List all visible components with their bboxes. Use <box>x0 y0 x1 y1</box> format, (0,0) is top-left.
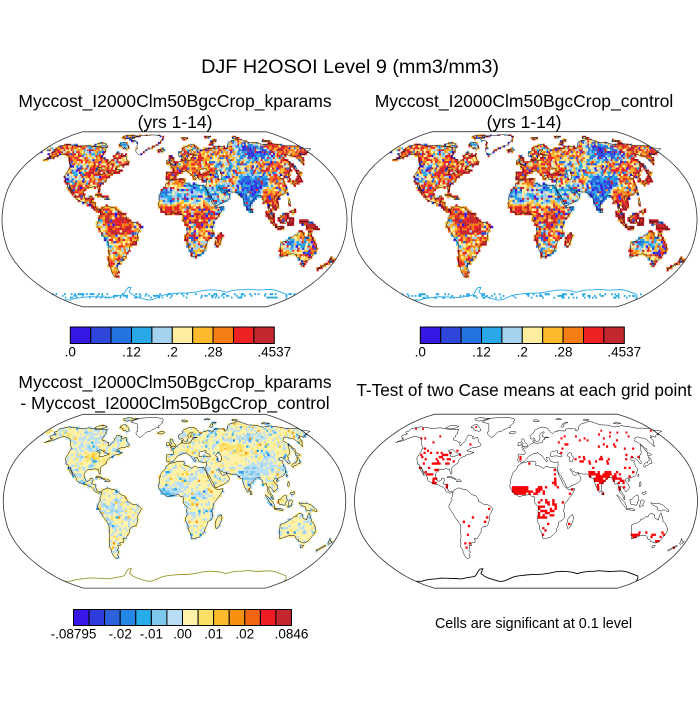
svg-text:- Myccost_I2000Clm50BgcCrop_co: - Myccost_I2000Clm50BgcCrop_control <box>20 393 329 414</box>
svg-text:(yrs 1-14): (yrs 1-14) <box>138 112 213 132</box>
svg-text:.02: .02 <box>235 627 254 642</box>
svg-text:.0: .0 <box>415 345 426 360</box>
svg-text:-.08795: -.08795 <box>51 627 97 642</box>
svg-text:.4537: .4537 <box>607 345 641 360</box>
svg-text:-.01: -.01 <box>140 627 163 642</box>
svg-text:Cells are significant at 0.1 l: Cells are significant at 0.1 level <box>435 616 632 632</box>
svg-text:.00: .00 <box>173 627 192 642</box>
svg-text:Myccost_I2000Clm50BgcCrop_kpar: Myccost_I2000Clm50BgcCrop_kparams <box>18 91 331 112</box>
svg-text:.4537: .4537 <box>257 345 291 360</box>
svg-text:.01: .01 <box>204 627 223 642</box>
svg-text:Myccost_I2000Clm50BgcCrop_kpar: Myccost_I2000Clm50BgcCrop_kparams <box>18 372 331 393</box>
svg-text:.2: .2 <box>167 345 178 360</box>
svg-text:.0846: .0846 <box>275 627 309 642</box>
svg-text:DJF H2OSOI Level 9 (mm3/mm3): DJF H2OSOI Level 9 (mm3/mm3) <box>201 56 499 78</box>
svg-text:.12: .12 <box>122 345 141 360</box>
svg-text:(yrs 1-14): (yrs 1-14) <box>487 112 562 132</box>
svg-text:.28: .28 <box>554 345 573 360</box>
svg-text:Myccost_I2000Clm50BgcCrop_cont: Myccost_I2000Clm50BgcCrop_control <box>375 91 674 112</box>
svg-text:.12: .12 <box>472 345 491 360</box>
svg-text:-.02: -.02 <box>109 627 132 642</box>
svg-text:.2: .2 <box>517 345 528 360</box>
svg-text:.28: .28 <box>204 345 223 360</box>
svg-text:.0: .0 <box>65 345 76 360</box>
svg-text:T-Test of two Case means at ea: T-Test of two Case means at each grid po… <box>356 380 692 400</box>
